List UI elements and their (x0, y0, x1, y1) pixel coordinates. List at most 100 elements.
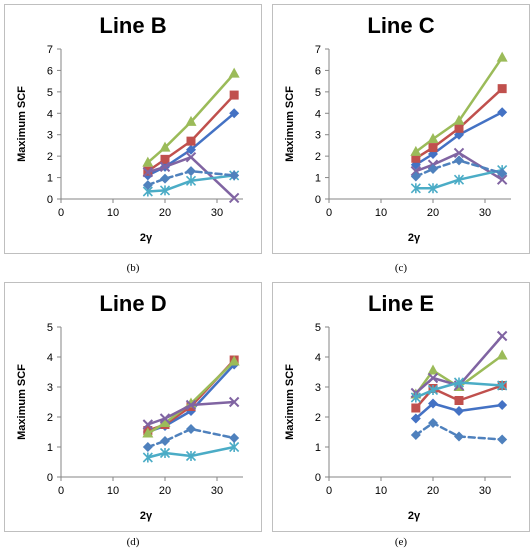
data-point (453, 114, 465, 125)
y-tick-label: 7 (47, 44, 53, 56)
data-point (497, 168, 508, 179)
data-point (160, 173, 170, 184)
data-point (229, 108, 240, 119)
data-point (228, 67, 240, 78)
data-point (497, 434, 508, 445)
y-tick-label: 3 (315, 130, 321, 142)
data-point (428, 418, 438, 428)
y-tick-label: 0 (315, 472, 321, 484)
data-point (497, 400, 508, 410)
y-tick-label: 5 (315, 322, 321, 334)
data-point (159, 161, 171, 173)
data-point (159, 185, 171, 196)
series-line (146, 360, 236, 435)
data-point (410, 392, 421, 403)
data-point (454, 396, 464, 405)
data-point (496, 51, 508, 62)
data-point (454, 431, 464, 442)
series-line (146, 93, 236, 173)
series-3 (142, 67, 240, 167)
data-point (497, 107, 508, 118)
series-5 (142, 441, 240, 463)
series-2 (143, 355, 239, 435)
x-tick-label: 30 (479, 485, 491, 497)
series-line (414, 159, 504, 178)
data-point (159, 413, 171, 424)
data-point (186, 166, 196, 177)
series-line (414, 56, 504, 154)
x-tick-label: 20 (427, 207, 439, 219)
chart-title: Line D (99, 291, 166, 316)
x-tick-label: 0 (58, 485, 64, 497)
chart-title: Line C (367, 13, 434, 38)
x-tick-label: 0 (326, 485, 332, 497)
y-tick-label: 2 (47, 151, 53, 163)
series-1 (410, 398, 508, 424)
series-line (146, 427, 236, 449)
data-point (229, 433, 240, 443)
data-point (410, 145, 422, 156)
y-tick-label: 2 (47, 412, 53, 424)
y-tick-label: 0 (47, 472, 53, 484)
x-tick-label: 30 (479, 207, 491, 219)
x-tick-label: 10 (375, 485, 387, 497)
y-tick-label: 3 (47, 382, 53, 394)
y-axis-label: Maximum SCF (16, 86, 28, 162)
caption-e: (e) (394, 536, 408, 548)
data-point (185, 152, 197, 163)
caption-b: (b) (126, 262, 140, 274)
chart-panel-line-d: Line D 0 1 2 3 4 5 0 10 20 30 2γ Maximum SCF (4, 282, 262, 532)
series-6 (142, 166, 240, 191)
y-tick-label: 5 (47, 322, 53, 334)
y-axis-label: Maximum SCF (284, 364, 296, 440)
series-line (414, 421, 504, 441)
series-6 (410, 418, 508, 445)
x-tick-label: 30 (211, 207, 223, 219)
data-point (454, 123, 464, 133)
data-point (159, 141, 171, 152)
y-tick-label: 3 (47, 130, 53, 142)
chart-panel-line-e: Line E 0 1 2 3 4 5 0 10 20 30 2γ Maximum SCF (272, 282, 530, 532)
series-line (146, 174, 236, 193)
chart-panel-line-b: Line B 0 1 2 3 4 5 6 7 0 10 20 30 2γ Maximum SCF (4, 4, 262, 254)
data-point (428, 398, 438, 409)
series-line (414, 110, 504, 166)
x-axis-label: 2γ (408, 510, 421, 522)
x-axis-label: 2γ (408, 232, 421, 244)
data-point (142, 167, 154, 178)
series-line (414, 168, 504, 190)
data-point (410, 183, 421, 194)
y-tick-label: 4 (47, 352, 53, 364)
data-point (453, 174, 465, 185)
x-tick-label: 10 (107, 207, 119, 219)
y-tick-label: 4 (315, 108, 321, 120)
data-point (229, 441, 240, 453)
y-tick-label: 6 (47, 65, 53, 77)
data-point (497, 380, 508, 391)
caption-c: (c) (394, 262, 408, 274)
data-point (142, 442, 153, 452)
data-point (142, 180, 153, 191)
y-tick-label: 4 (315, 352, 321, 364)
x-tick-label: 20 (427, 485, 439, 497)
data-point (228, 192, 240, 204)
y-tick-label: 5 (315, 87, 321, 99)
series-line (414, 354, 504, 396)
chart-title: Line E (368, 291, 434, 316)
data-point (228, 396, 240, 408)
data-point (427, 372, 439, 384)
x-tick-label: 30 (211, 485, 223, 497)
series-3 (410, 349, 508, 399)
y-tick-label: 2 (315, 151, 321, 163)
data-point (160, 436, 170, 446)
data-point (427, 133, 439, 143)
chart-svg: Line E 0 1 2 3 4 5 0 10 20 30 2γ Maximum SCF (284, 291, 511, 522)
y-tick-label: 1 (47, 442, 53, 454)
data-point (497, 84, 507, 94)
y-tick-label: 6 (315, 65, 321, 77)
chart-svg: Line C 0 1 2 3 4 5 6 7 0 10 20 30 2γ Maximum SCF (284, 13, 511, 244)
series-line (414, 334, 504, 395)
y-axis-label: Maximum SCF (284, 86, 296, 162)
data-point (496, 349, 508, 360)
x-axis-label: 2γ (140, 510, 153, 522)
